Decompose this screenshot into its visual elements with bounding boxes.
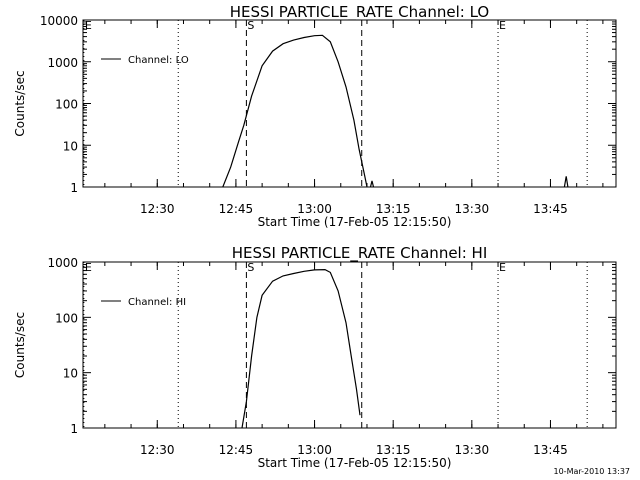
time-marker-label: E [85,19,92,32]
time-marker-label: E [499,19,506,32]
y-tick-label: 100 [55,311,78,325]
plot-frame [82,261,617,429]
x-tick-label: 12:30 [140,443,175,457]
time-marker-label: E [499,261,506,274]
x-tick-label: 13:30 [455,443,490,457]
x-tick-label: 13:00 [297,443,332,457]
time-marker-label: S [247,261,254,274]
y-tick-label: 1 [70,422,78,436]
chart-panel-lo: HESSI PARTICLE_RATE Channel: LO 1 10 100 100… [13,3,617,229]
x-tick-label: 13:30 [455,202,490,216]
y-tick-label: 1000 [47,256,78,270]
x-tick-label: 13:00 [297,202,332,216]
chart-title: HESSI PARTICLE_RATE Channel: HI [232,244,488,263]
x-tick-label: 13:45 [533,202,568,216]
x-tick-label: 13:45 [533,443,568,457]
footer-timestamp: 10-Mar-2010 13:37 [554,467,631,476]
x-tick-label: 12:30 [140,202,175,216]
y-axis-label: Counts/sec [13,312,27,378]
y-tick-label: 10 [63,139,78,153]
y-tick-label: 10 [63,367,78,381]
data-line-series-2 [563,176,569,188]
data-line-series-0 [222,34,368,188]
y-tick-label: 1 [70,181,78,195]
x-tick-label: 12:45 [219,202,254,216]
x-axis-label: Start Time (17-Feb-05 12:15:50) [258,456,452,470]
chart-panel-hi: HESSI PARTICLE_RATE Channel: HI 1 10 100 100… [13,244,617,470]
y-tick-label: 1000 [47,56,78,70]
x-axis-label: Start Time (17-Feb-05 12:15:50) [258,215,452,229]
y-axis-label: Counts/sec [13,70,27,136]
data-line-series-1 [369,180,375,188]
time-marker-label: S [247,19,254,32]
time-marker-label: E [85,261,92,274]
x-tick-label: 12:45 [219,443,254,457]
legend-label: Channel: LO [128,55,189,66]
y-tick-label: 100 [55,98,78,112]
x-tick-label: 13:15 [376,443,411,457]
legend-label: Channel: HI [128,297,186,308]
chart-title: HESSI PARTICLE_RATE Channel: LO [230,3,489,22]
data-line-series-0 [241,268,361,429]
x-tick-label: 13:15 [376,202,411,216]
y-tick-label: 10000 [40,14,78,28]
